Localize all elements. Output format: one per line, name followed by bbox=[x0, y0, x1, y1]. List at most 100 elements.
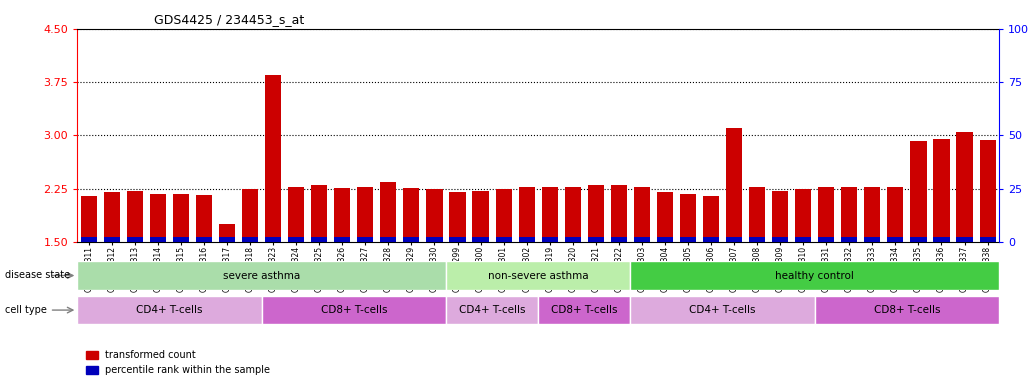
Bar bbox=[404, 188, 419, 242]
Bar bbox=[842, 237, 857, 242]
Text: GDS4425 / 234453_s_at: GDS4425 / 234453_s_at bbox=[154, 13, 305, 26]
Bar bbox=[473, 191, 488, 242]
Bar bbox=[611, 185, 627, 242]
Text: CD4+ T-cells: CD4+ T-cells bbox=[689, 305, 756, 315]
Bar bbox=[426, 237, 443, 242]
Bar bbox=[149, 194, 166, 242]
Bar bbox=[887, 237, 903, 242]
Bar bbox=[149, 237, 166, 242]
Bar bbox=[196, 237, 212, 242]
Bar bbox=[772, 191, 788, 242]
Bar bbox=[446, 261, 630, 290]
Bar bbox=[265, 75, 281, 242]
Bar bbox=[588, 237, 604, 242]
Bar bbox=[380, 237, 397, 242]
Text: disease state: disease state bbox=[5, 270, 70, 280]
Legend: transformed count, percentile rank within the sample: transformed count, percentile rank withi… bbox=[82, 346, 274, 379]
Bar bbox=[815, 296, 999, 324]
Bar bbox=[680, 237, 696, 242]
Bar bbox=[933, 237, 950, 242]
Bar bbox=[542, 237, 558, 242]
Bar bbox=[680, 194, 696, 242]
Bar bbox=[564, 237, 581, 242]
Bar bbox=[630, 261, 999, 290]
Text: CD8+ T-cells: CD8+ T-cells bbox=[551, 305, 618, 315]
Bar bbox=[818, 187, 834, 242]
Bar bbox=[818, 237, 834, 242]
Bar bbox=[630, 296, 815, 324]
Bar bbox=[564, 187, 581, 242]
Bar bbox=[611, 237, 627, 242]
Bar bbox=[334, 188, 350, 242]
Bar bbox=[80, 237, 97, 242]
Bar bbox=[538, 296, 630, 324]
Bar bbox=[887, 187, 903, 242]
Bar bbox=[933, 139, 950, 242]
Bar bbox=[311, 185, 328, 242]
Bar bbox=[242, 189, 259, 242]
Bar bbox=[980, 140, 996, 242]
Bar bbox=[404, 237, 419, 242]
Bar bbox=[446, 296, 538, 324]
Bar bbox=[702, 237, 719, 242]
Bar bbox=[726, 237, 743, 242]
Bar bbox=[864, 237, 881, 242]
Bar bbox=[357, 237, 374, 242]
Bar bbox=[911, 141, 927, 242]
Bar bbox=[357, 187, 374, 242]
Bar bbox=[127, 237, 143, 242]
Text: non-severe asthma: non-severe asthma bbox=[488, 270, 588, 281]
Bar bbox=[911, 237, 927, 242]
Bar bbox=[104, 192, 119, 242]
Bar bbox=[542, 187, 558, 242]
Bar bbox=[657, 192, 673, 242]
Bar bbox=[633, 187, 650, 242]
Bar bbox=[518, 237, 535, 242]
Bar bbox=[77, 296, 262, 324]
Bar bbox=[426, 189, 443, 242]
Text: severe asthma: severe asthma bbox=[222, 270, 301, 281]
Bar bbox=[127, 191, 143, 242]
Bar bbox=[219, 224, 235, 242]
Bar bbox=[495, 237, 512, 242]
Bar bbox=[262, 296, 446, 324]
Bar bbox=[795, 237, 812, 242]
Text: healthy control: healthy control bbox=[776, 270, 854, 281]
Bar bbox=[80, 196, 97, 242]
Bar bbox=[588, 185, 604, 242]
Bar bbox=[495, 189, 512, 242]
Bar bbox=[795, 189, 812, 242]
Text: CD8+ T-cells: CD8+ T-cells bbox=[873, 305, 940, 315]
Bar bbox=[657, 237, 673, 242]
Bar bbox=[749, 187, 765, 242]
Bar bbox=[334, 237, 350, 242]
Bar bbox=[633, 237, 650, 242]
Bar bbox=[104, 237, 119, 242]
Bar bbox=[980, 237, 996, 242]
Bar bbox=[749, 237, 765, 242]
Bar bbox=[518, 187, 535, 242]
Bar bbox=[864, 187, 881, 242]
Bar bbox=[173, 194, 190, 242]
Bar bbox=[702, 196, 719, 242]
Bar bbox=[380, 182, 397, 242]
Bar bbox=[265, 237, 281, 242]
Text: cell type: cell type bbox=[5, 305, 47, 315]
Bar bbox=[449, 237, 466, 242]
Bar bbox=[288, 237, 304, 242]
Bar bbox=[219, 237, 235, 242]
Bar bbox=[77, 261, 446, 290]
Bar bbox=[311, 237, 328, 242]
Bar bbox=[173, 237, 190, 242]
Bar bbox=[242, 237, 259, 242]
Bar bbox=[842, 187, 857, 242]
Bar bbox=[957, 132, 972, 242]
Text: CD8+ T-cells: CD8+ T-cells bbox=[320, 305, 387, 315]
Text: CD4+ T-cells: CD4+ T-cells bbox=[458, 305, 525, 315]
Bar bbox=[288, 187, 304, 242]
Bar bbox=[772, 237, 788, 242]
Bar bbox=[196, 195, 212, 242]
Bar bbox=[473, 237, 488, 242]
Bar bbox=[449, 192, 466, 242]
Text: CD4+ T-cells: CD4+ T-cells bbox=[136, 305, 203, 315]
